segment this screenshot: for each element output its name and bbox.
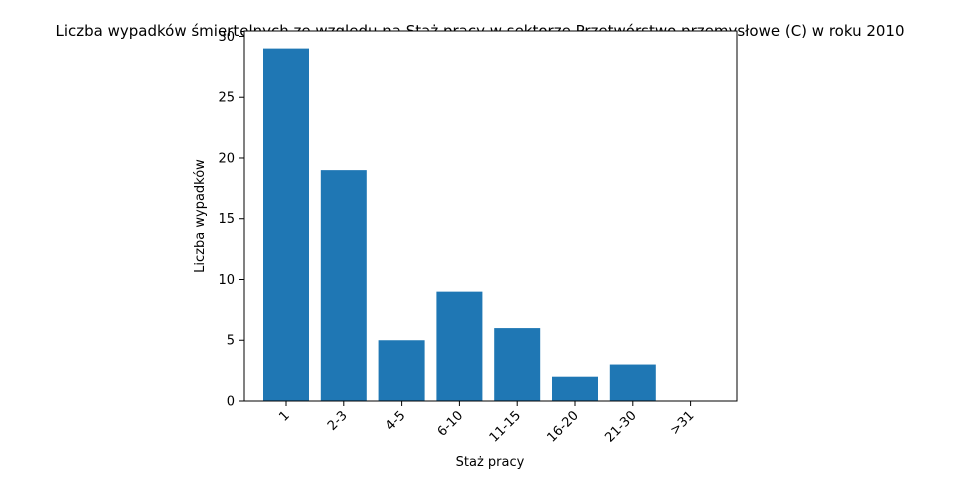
bar-4-5: [378, 340, 425, 401]
x-axis-label: Staż pracy: [456, 455, 525, 470]
bar-11-15: [494, 328, 541, 401]
x-tick-label: 4-5: [383, 408, 409, 434]
x-tick-label: 2-3: [325, 408, 351, 434]
bar-21-30: [609, 364, 656, 401]
y-tick-label: 5: [227, 334, 235, 349]
x-tick-label: 1: [276, 408, 292, 424]
y-tick-label: 20: [218, 151, 235, 166]
plot-area: [244, 31, 737, 401]
bar-16-20: [552, 376, 598, 401]
y-axis: 0 5 10 15 20 25 30: [218, 30, 244, 410]
y-tick-label: 10: [218, 273, 235, 288]
x-axis: 1 2-3 4-5 6-10 11-15 16-20 21-30 >31: [276, 401, 697, 446]
x-tick-label: >31: [667, 408, 697, 438]
y-tick-label: 0: [227, 395, 235, 410]
x-tick-label: 11-15: [487, 408, 524, 445]
plot-frame: [243, 30, 738, 402]
x-tick-label: 16-20: [545, 408, 582, 445]
bar-6-10: [436, 291, 483, 401]
plot-background: [244, 31, 737, 401]
x-tick-label: 6-10: [435, 408, 466, 439]
y-tick-label: 25: [218, 91, 235, 106]
x-tick-label: 21-30: [602, 408, 639, 445]
y-axis-label: Liczba wypadków: [193, 159, 208, 273]
bar-2-3: [320, 170, 367, 401]
y-tick-label: 15: [218, 212, 235, 227]
bar-1: [263, 48, 309, 402]
bars: [263, 48, 656, 402]
y-tick-label: 30: [218, 30, 235, 45]
